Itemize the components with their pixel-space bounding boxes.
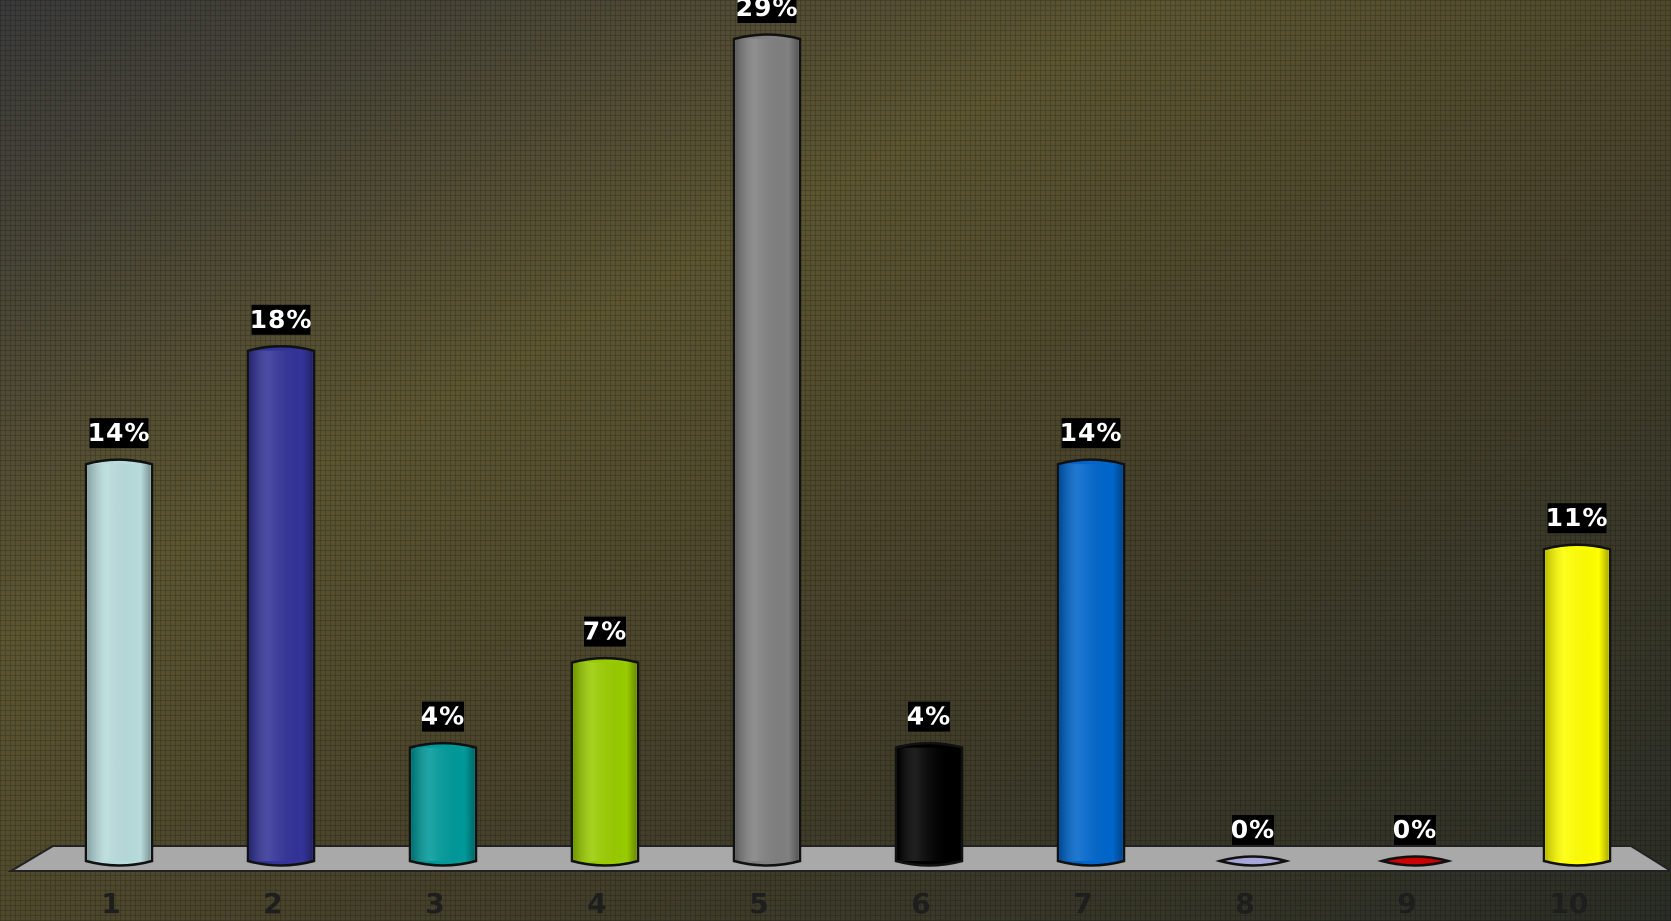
value-label-box bbox=[908, 701, 950, 732]
x-tick-label: 8 bbox=[1235, 887, 1254, 920]
x-tick-label: 3 bbox=[425, 887, 444, 920]
value-label: 14% bbox=[88, 418, 151, 447]
value-label: 14% bbox=[1060, 418, 1123, 447]
value-label-box bbox=[584, 616, 626, 647]
x-tick-label: 5 bbox=[749, 887, 768, 920]
value-label: 18% bbox=[250, 305, 313, 334]
value-label-box bbox=[1061, 418, 1121, 449]
x-tick-label: 1 bbox=[101, 887, 120, 920]
value-label-box bbox=[422, 701, 464, 732]
value-label: 0% bbox=[1231, 815, 1275, 844]
value-label-box bbox=[737, 0, 797, 23]
bar bbox=[1056, 458, 1126, 867]
value-label: 11% bbox=[1546, 503, 1609, 532]
x-tick-label: 9 bbox=[1397, 887, 1416, 920]
bar bbox=[246, 345, 316, 867]
bar bbox=[894, 741, 964, 867]
bar bbox=[408, 741, 478, 867]
bar bbox=[570, 656, 640, 867]
value-label: 4% bbox=[421, 702, 465, 731]
bar bbox=[732, 33, 802, 867]
x-tick-label: 2 bbox=[263, 887, 282, 920]
x-tick-label: 4 bbox=[587, 887, 606, 920]
x-tick-label: 10 bbox=[1550, 887, 1589, 920]
bar bbox=[84, 458, 154, 867]
value-label-box bbox=[251, 304, 311, 335]
bar bbox=[1377, 855, 1453, 867]
value-label-box bbox=[1547, 503, 1607, 534]
value-label: 0% bbox=[1393, 815, 1437, 844]
bar bbox=[1542, 543, 1612, 867]
value-label-box bbox=[1394, 815, 1436, 845]
value-label: 7% bbox=[583, 617, 627, 646]
bar bbox=[1215, 855, 1291, 867]
value-label: 4% bbox=[907, 702, 951, 731]
value-label: 29% bbox=[736, 0, 799, 22]
x-tick-label: 7 bbox=[1073, 887, 1092, 920]
value-label-box bbox=[1232, 815, 1274, 845]
value-label-box bbox=[89, 418, 149, 449]
x-tick-label: 6 bbox=[911, 887, 930, 920]
